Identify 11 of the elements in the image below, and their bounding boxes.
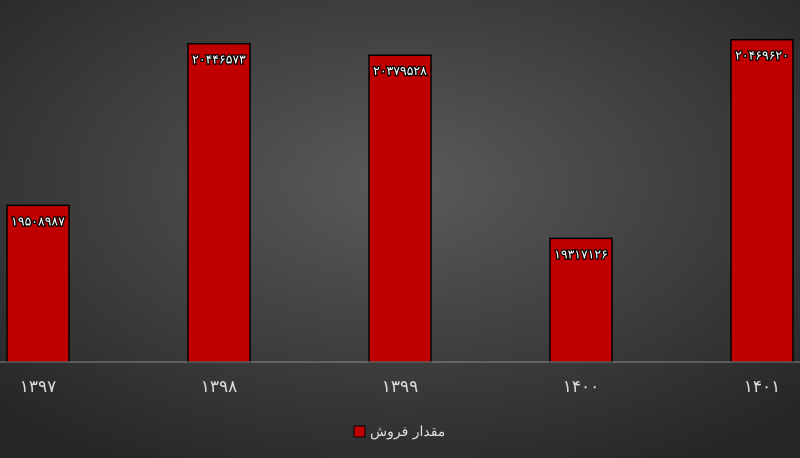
x-tick-label: ۱۳۹۹ (382, 377, 418, 397)
data-label: ۲۰۳۷۹۵۲۸ (373, 63, 428, 78)
legend-label: مقدار فروش (370, 424, 446, 440)
x-tick-label: ۱۴۰۱ (744, 377, 780, 397)
x-tick-label: ۱۴۰۰ (562, 377, 600, 397)
data-label: ۲۰۴۴۶۵۷۳ (192, 52, 246, 67)
x-tick-label: ۱۳۹۸ (200, 377, 238, 397)
data-label: ۱۹۵۰۸۹۸۷ (11, 213, 66, 228)
data-label: ۲۰۴۶۹۶۲۰ (735, 48, 789, 63)
x-tick-label: ۱۳۹۷ (20, 377, 56, 397)
data-label: ۱۹۳۱۷۱۲۶ (554, 246, 608, 262)
